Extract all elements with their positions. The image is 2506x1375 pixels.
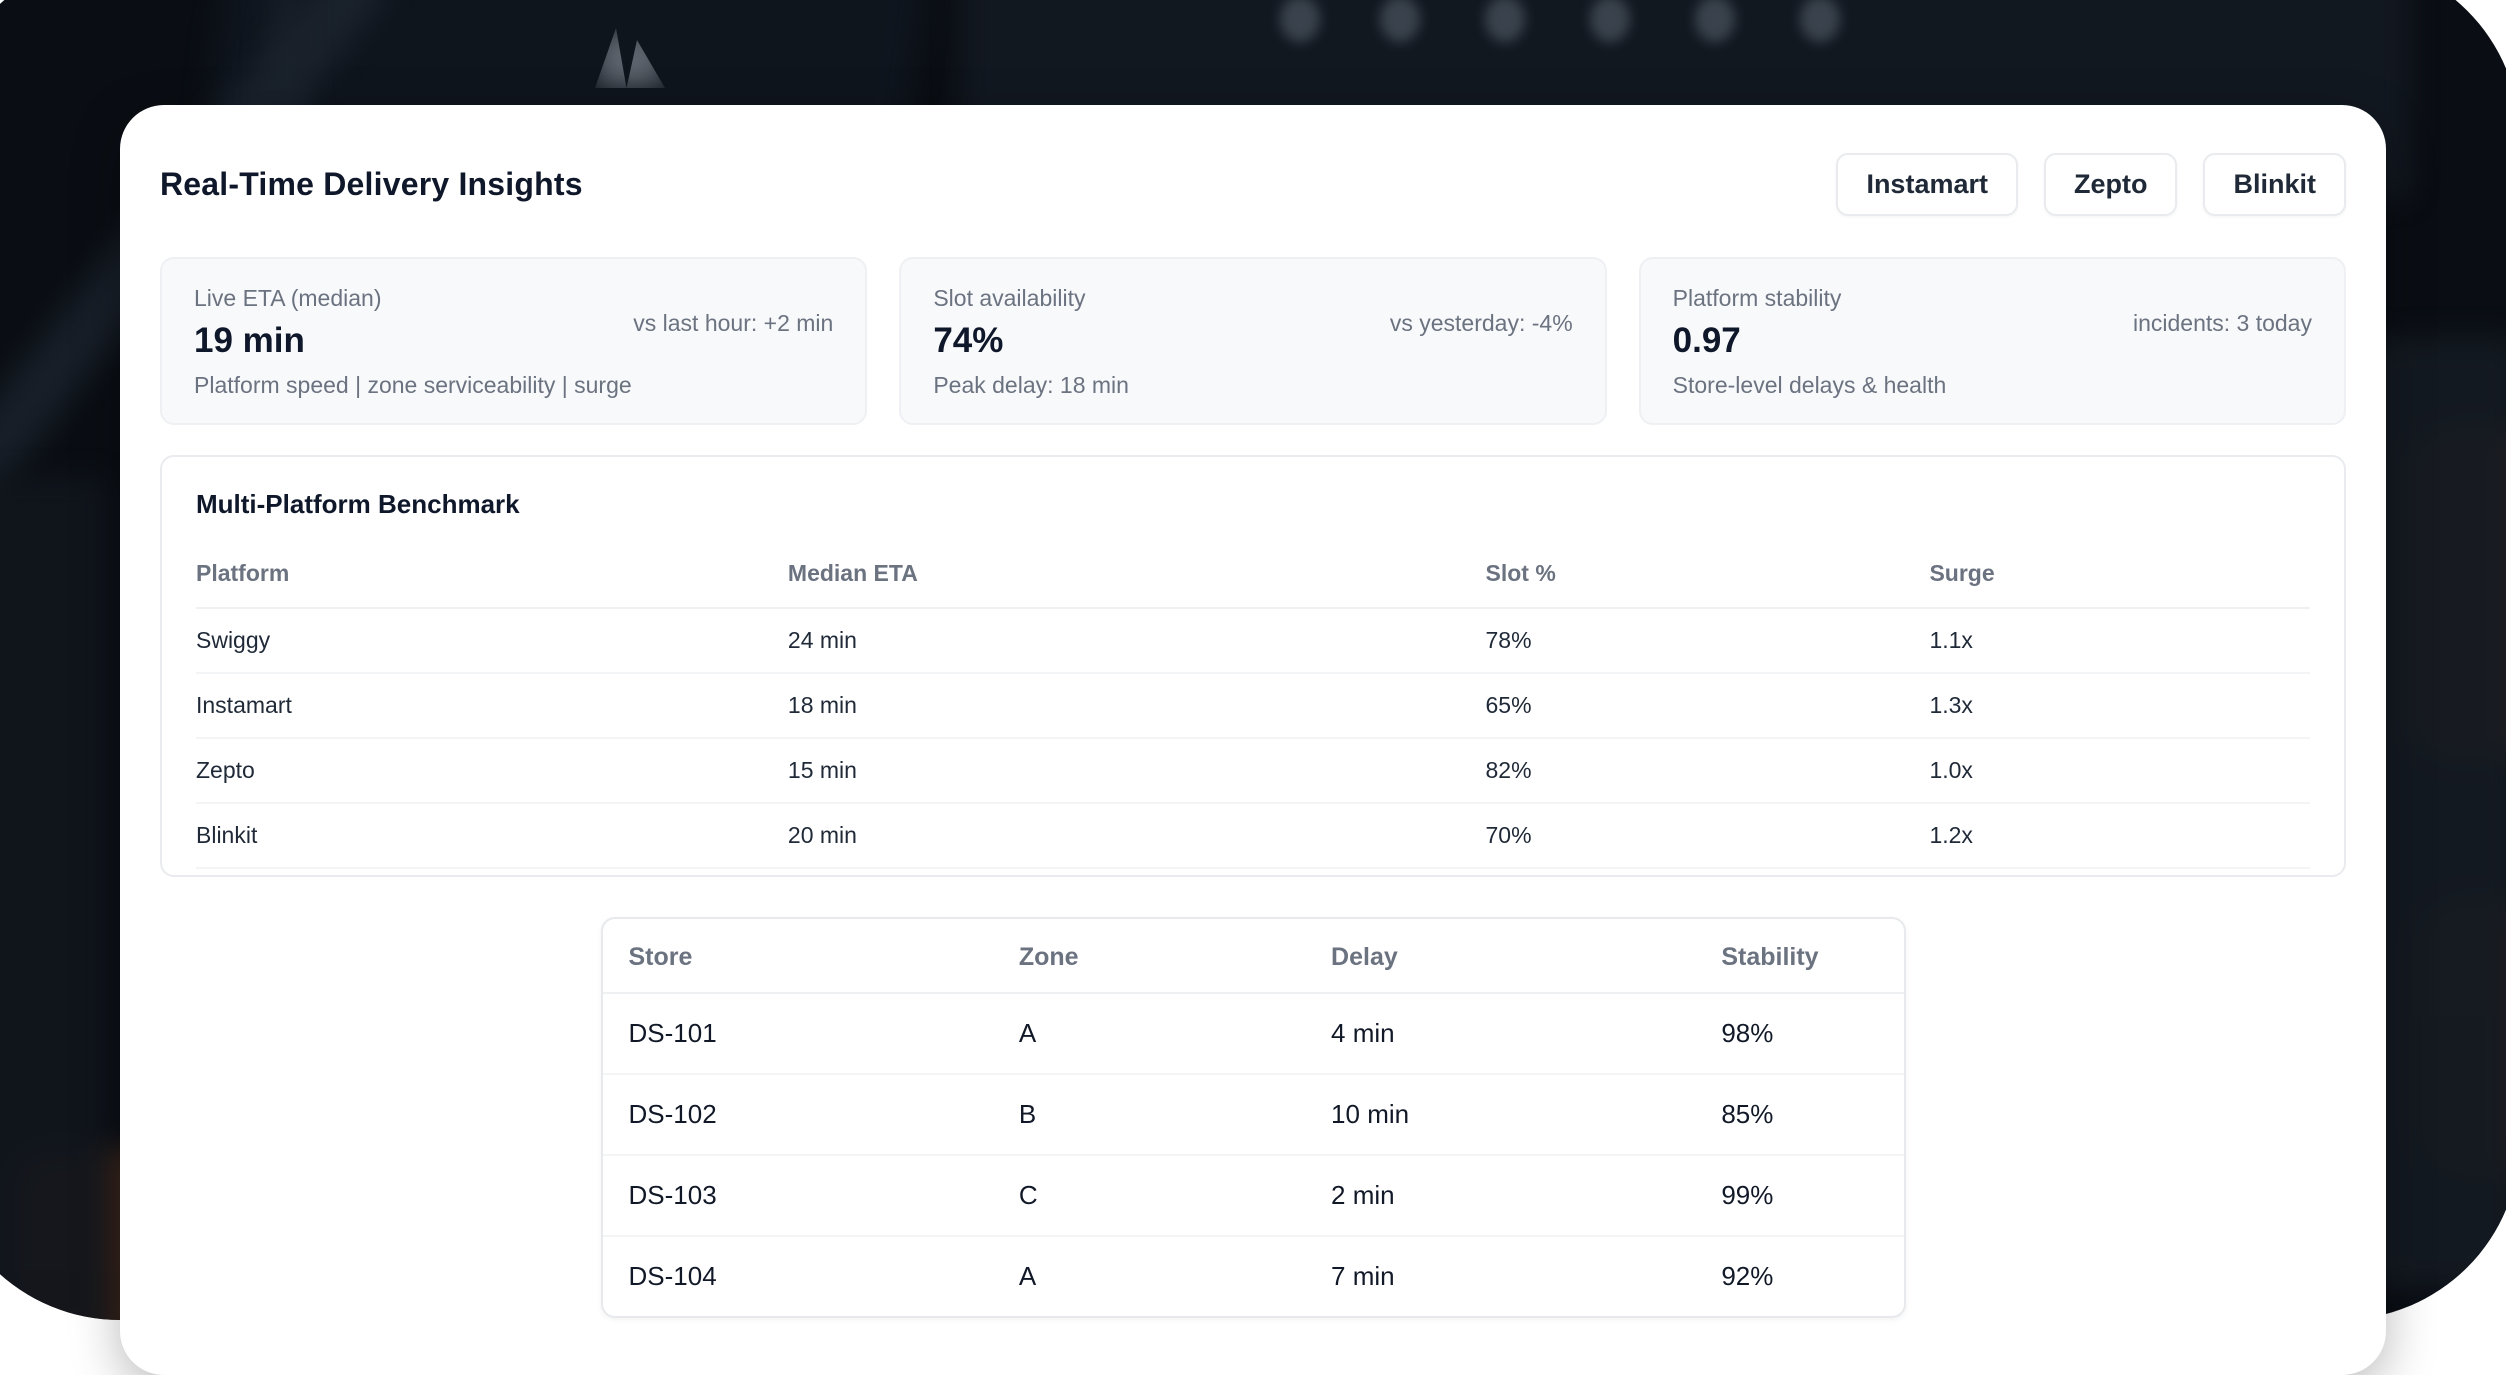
stat-comparison: incidents: 3 today — [2132, 309, 2312, 336]
platform-button-zepto[interactable]: Zepto — [2043, 152, 2178, 216]
table-cell: 20 min — [787, 803, 1486, 869]
benchmark-title: Multi-Platform Benchmark — [196, 489, 520, 519]
table-cell: 4 min — [1331, 993, 1722, 1075]
table-cell: 99% — [1721, 1155, 1904, 1237]
stat-card-top: Live ETA (median) 19 min vs last hour: +2 … — [194, 285, 833, 361]
table-cell: Instamart — [196, 673, 788, 739]
stat-card-main: Slot availability 74% — [933, 285, 1085, 361]
table-cell: 1.0x — [1929, 738, 2310, 804]
table-cell: 10 min — [1331, 1074, 1722, 1156]
table-body: Swiggy 24 min 78% 1.1x Instamart 18 min 65% 1.3… — [196, 608, 2310, 869]
table-row: Blinkit 20 min 70% 1.2x — [196, 803, 2310, 869]
table-cell: B — [1018, 1074, 1332, 1156]
stat-comparison: vs yesterday: -4% — [1389, 309, 1573, 336]
table-body: DS-101 A 4 min 98% DS-102 B 10 min 85% DS-103 C 2 … — [602, 993, 1904, 1316]
stat-card-main: Platform stability 0.97 — [1673, 285, 1842, 361]
table-cell: DS-102 — [602, 1074, 1019, 1156]
table-row: DS-102 B 10 min 85% — [602, 1074, 1904, 1156]
column-header: Stability — [1721, 919, 1904, 994]
table-cell: A — [1018, 993, 1332, 1075]
table-cell: A — [1018, 1261, 1037, 1291]
table-cell: 15 min — [787, 738, 1486, 804]
table-cell: 1.3x — [1929, 673, 2310, 739]
table-cell: 2 min — [1331, 1155, 1722, 1237]
benchmark-table: Platform Median ETA Slot % Surge Swiggy 24 mi… — [196, 544, 2310, 869]
table-cell: 78% — [1485, 608, 1930, 674]
stat-comparison: vs last hour: +2 min — [633, 309, 834, 336]
platform-button-instamart[interactable]: Instamart — [1836, 152, 2018, 216]
stat-card-top: Slot availability 74% vs yesterday: -4% — [933, 285, 1572, 361]
table-cell: 92% — [1721, 1261, 1774, 1291]
stat-card-main: Live ETA (median) 19 min — [194, 285, 381, 361]
stat-card-top: Platform stability 0.97 incidents: 3 today — [1673, 285, 2312, 361]
table-cell: Swiggy — [196, 608, 788, 674]
table-cell: 1.2x — [1929, 803, 2310, 869]
background-blur-dot — [1695, 0, 1735, 42]
stat-card-0: Live ETA (median) 19 min vs last hour: +2 … — [160, 257, 868, 425]
table-cell: DS-104 — [628, 1261, 717, 1291]
platform-buttons: Instamart Zepto Blinkit — [1836, 152, 2346, 216]
platform-button-blinkit[interactable]: Blinkit — [2203, 152, 2346, 216]
background-blur-dot — [1800, 0, 1840, 42]
background-blur-dot — [1485, 0, 1525, 42]
store-table-panel: Store Zone Delay Stability DS-101 A 4 min 98% DS… — [600, 917, 1906, 1318]
stat-cards: Live ETA (median) 19 min vs last hour: +2 … — [160, 257, 2346, 425]
table-header-row: Platform Median ETA Slot % Surge — [196, 544, 2310, 609]
background-blur-dot — [1280, 0, 1320, 42]
background-blur-shape — [0, 478, 110, 1320]
stat-label: Slot availability — [933, 285, 1086, 311]
table-cell: DS-101 — [602, 993, 1019, 1075]
background-blur-dot — [1590, 0, 1630, 42]
table-cell: 24 min — [787, 608, 1486, 674]
column-header: Slot % — [1485, 544, 1930, 609]
stat-label: Platform stability — [1672, 285, 1842, 311]
column-header: Median ETA — [787, 544, 1486, 609]
column-header: Store — [602, 919, 1019, 994]
table-cell: DS-103 — [602, 1155, 1019, 1237]
table-cell: C — [1018, 1155, 1332, 1237]
table-row: Instamart 18 min 65% 1.3x — [196, 673, 2310, 739]
table-cell: 1.1x — [1929, 608, 2310, 674]
stat-label: Live ETA (median) — [194, 285, 382, 311]
stat-card-1: Slot availability 74% vs yesterday: -4% Pea… — [899, 257, 1607, 425]
store-table: Store Zone Delay Stability DS-101 A 4 min 98% DS… — [602, 919, 1904, 1316]
card-header: Real-Time Delivery Insights Instamart Zep… — [160, 151, 2346, 217]
table-cell: 82% — [1485, 738, 1930, 804]
table-header: Store Zone Delay Stability — [602, 919, 1904, 994]
table-cell: Zepto — [196, 738, 788, 804]
table-cell: 70% — [1485, 803, 1930, 869]
column-header: Delay — [1331, 919, 1722, 994]
table-cell: 7 min — [1331, 1261, 1395, 1291]
table-header: Platform Median ETA Slot % Surge — [196, 544, 2310, 609]
background-blur-dot — [1380, 0, 1420, 42]
stat-card-2: Platform stability 0.97 incidents: 3 today… — [1638, 257, 2346, 425]
column-header: Platform — [196, 544, 788, 609]
benchmark-panel: Multi-Platform Benchmark Platform Median … — [160, 455, 2346, 877]
stat-description: Store-level delays & health — [1672, 372, 1947, 398]
table-cell: 18 min — [787, 673, 1486, 739]
stat-description: Platform speed | zone serviceability | s… — [194, 372, 632, 398]
table-row: Zepto 15 min 82% 1.0x — [196, 738, 2310, 804]
table-row: DS-101 A 4 min 98% — [602, 993, 1904, 1075]
stat-description: Peak delay: 18 min — [933, 372, 1129, 398]
table-row: DS-104 A 7 min 92% — [603, 1236, 1904, 1316]
table-row: Swiggy 24 min 78% 1.1x — [196, 608, 2310, 674]
table-cell: 65% — [1485, 673, 1930, 739]
stat-value: 0.97 — [1672, 321, 1741, 360]
table-cell: 85% — [1721, 1074, 1904, 1156]
table-cell: 98% — [1721, 993, 1904, 1075]
table-header-row: Store Zone Delay Stability — [602, 919, 1904, 994]
dashboard-card: Real-Time Delivery Insights Instamart Zep… — [120, 105, 2386, 1375]
page-title: Real-Time Delivery Insights — [160, 165, 583, 202]
table-cell: Blinkit — [196, 803, 788, 869]
stat-value: 74% — [933, 321, 1004, 360]
stat-value: 19 min — [194, 321, 305, 360]
column-header: Zone — [1018, 919, 1332, 994]
table-row: DS-103 C 2 min 99% — [602, 1155, 1904, 1237]
column-header: Surge — [1929, 544, 2310, 609]
